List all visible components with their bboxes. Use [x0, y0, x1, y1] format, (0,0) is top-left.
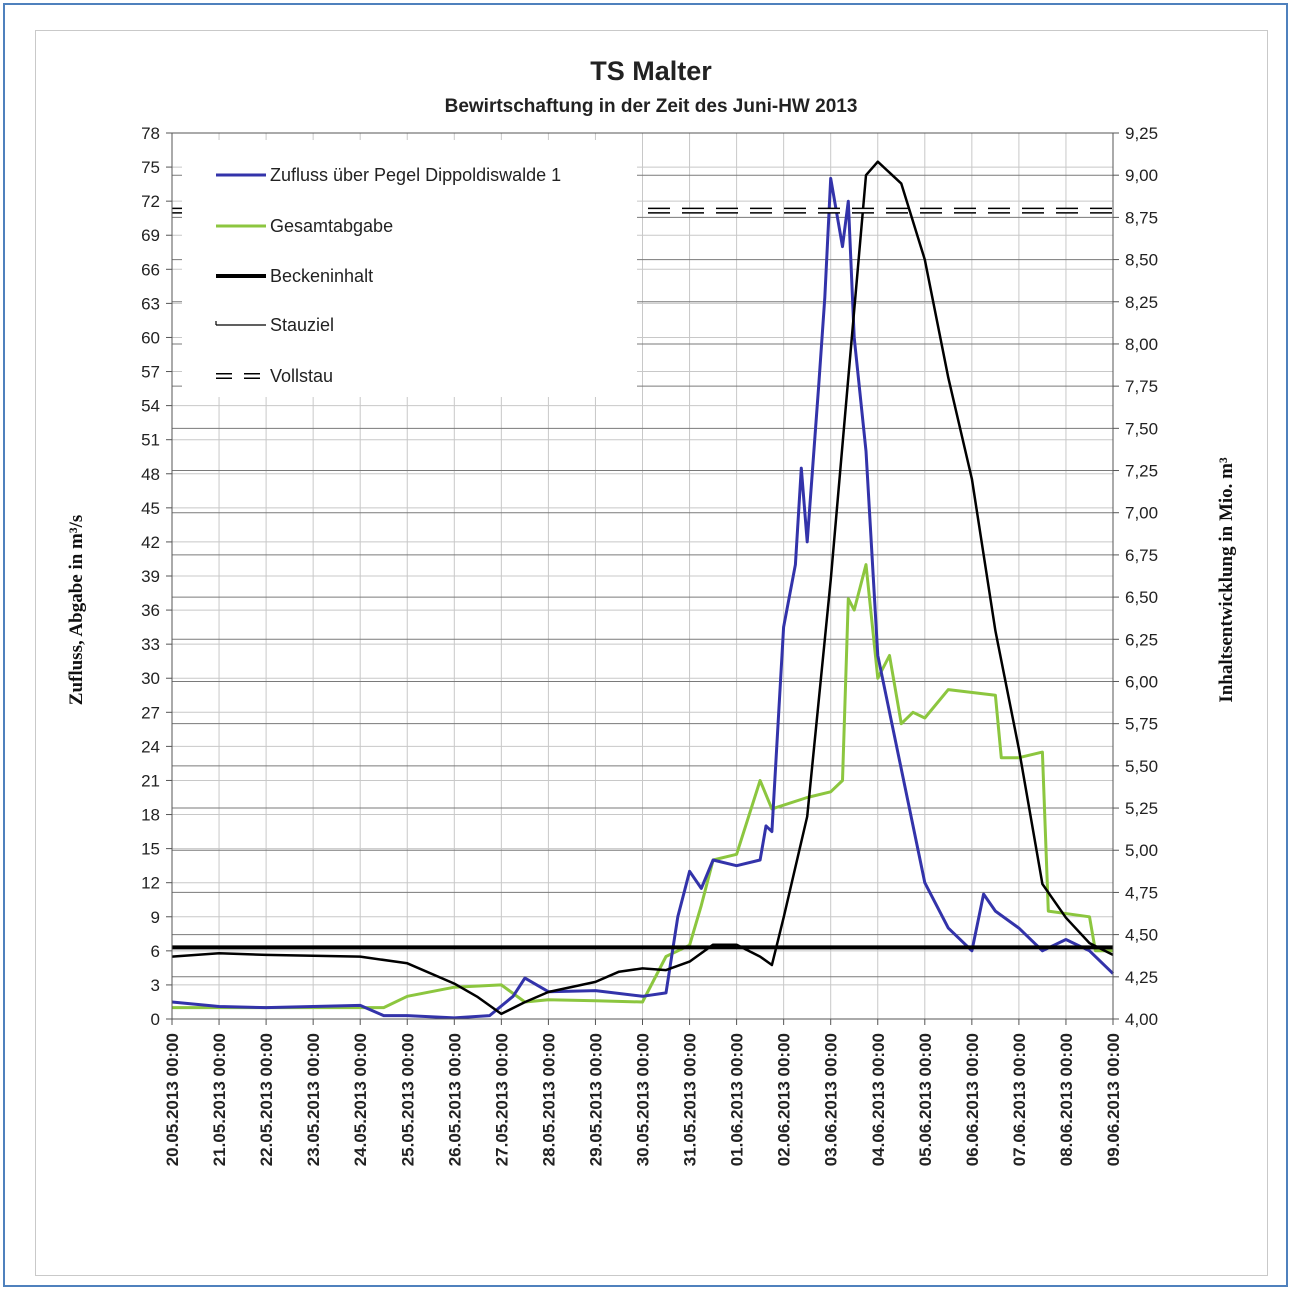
y-right-tick-label: 4,75	[1125, 883, 1158, 902]
y-left-tick-label: 21	[141, 771, 160, 790]
x-tick-label: 25.05.2013 00:00	[398, 1033, 417, 1166]
right-axis-label: Inhaltsentwicklung in Mio. m³	[1216, 457, 1237, 703]
y-right-tick-label: 5,50	[1125, 757, 1158, 776]
y-left-tick-label: 57	[141, 363, 160, 382]
y-left-tick-label: 33	[141, 635, 160, 654]
y-left-tick-label: 51	[141, 431, 160, 450]
legend: Zufluss über Pegel Dippoldiswalde 1 Gesam…	[215, 165, 561, 386]
x-tick-label: 20.05.2013 00:00	[163, 1033, 182, 1166]
chart-area-border	[35, 30, 1268, 1276]
x-tick-label: 26.05.2013 00:00	[445, 1033, 464, 1166]
y-left-tick-label: 18	[141, 806, 160, 825]
x-tick-label: 06.06.2013 00:00	[963, 1033, 982, 1166]
y-left-tick-label: 15	[141, 840, 160, 859]
legend-background	[182, 140, 637, 397]
y-right-tick-label: 8,00	[1125, 335, 1158, 354]
y-left-tick-label: 48	[141, 465, 160, 484]
y-right-tick-label: 4,25	[1125, 968, 1158, 987]
chart-title: TS Malter	[590, 56, 712, 86]
y-left-tick-label: 54	[141, 397, 160, 416]
y-right-tick-label: 5,25	[1125, 799, 1158, 818]
x-tick-label: 29.05.2013 00:00	[586, 1033, 605, 1166]
x-tick-label: 05.06.2013 00:00	[916, 1033, 935, 1166]
x-axis-ticks: 20.05.2013 00:00 21.05.2013 00:00 22.05.20…	[163, 1019, 1123, 1166]
series-line-gesamtabgabe	[172, 563, 1113, 1010]
chart-subtitle: Bewirtschaftung in der Zeit des Juni-HW …	[445, 96, 858, 117]
y-left-tick-label: 78	[141, 124, 160, 143]
x-tick-label: 31.05.2013 00:00	[681, 1033, 700, 1166]
figure-frame	[3, 3, 1288, 1287]
y-right-tick-label: 8,50	[1125, 251, 1158, 270]
legend-label: Gesamtabgabe	[270, 216, 393, 236]
y-right-tick-label: 6,50	[1125, 588, 1158, 607]
left-axis-ticks: 0369121518212427303336394245485154576063…	[141, 124, 172, 1029]
legend-label: Beckeninhalt	[270, 266, 373, 286]
x-tick-label: 02.06.2013 00:00	[775, 1033, 794, 1166]
y-left-tick-label: 9	[151, 908, 160, 927]
x-tick-label: 04.06.2013 00:00	[869, 1033, 888, 1166]
y-right-tick-label: 4,00	[1125, 1010, 1158, 1029]
y-left-tick-label: 27	[141, 703, 160, 722]
y-right-tick-label: 8,25	[1125, 293, 1158, 312]
x-tick-label: 07.06.2013 00:00	[1010, 1033, 1029, 1166]
y-right-tick-label: 8,75	[1125, 208, 1158, 227]
y-left-tick-label: 3	[151, 976, 160, 995]
legend-label: Vollstau	[270, 366, 333, 386]
x-tick-label: 30.05.2013 00:00	[634, 1033, 653, 1166]
y-left-tick-label: 66	[141, 260, 160, 279]
y-left-tick-label: 75	[141, 158, 160, 177]
left-axis-label: Zufluss, Abgabe in m³/s	[66, 515, 87, 705]
legend-label: Zufluss über Pegel Dippoldiswalde 1	[270, 165, 561, 185]
y-left-tick-label: 30	[141, 669, 160, 688]
y-right-tick-label: 4,50	[1125, 926, 1158, 945]
y-left-tick-label: 39	[141, 567, 160, 586]
x-tick-label: 21.05.2013 00:00	[210, 1033, 229, 1166]
x-tick-label: 23.05.2013 00:00	[304, 1033, 323, 1166]
x-tick-label: 24.05.2013 00:00	[351, 1033, 370, 1166]
y-right-tick-label: 6,75	[1125, 546, 1158, 565]
y-right-tick-label: 9,00	[1125, 166, 1158, 185]
right-axis-ticks: 4,00 4,25 4,50 4,75 5,00 5,25 5,50 5,75 6,00 6,25…	[1113, 124, 1158, 1029]
legend-label: Stauziel	[270, 315, 334, 335]
y-right-tick-label: 7,00	[1125, 504, 1158, 523]
series-line-beckeninhalt	[171, 160, 1114, 1016]
y-right-tick-label: 7,75	[1125, 377, 1158, 396]
y-left-tick-label: 63	[141, 294, 160, 313]
y-right-tick-label: 6,00	[1125, 672, 1158, 691]
y-right-tick-label: 7,50	[1125, 419, 1158, 438]
x-tick-label: 28.05.2013 00:00	[539, 1033, 558, 1166]
y-left-tick-label: 36	[141, 601, 160, 620]
y-left-tick-label: 60	[141, 328, 160, 347]
y-right-tick-label: 6,25	[1125, 630, 1158, 649]
y-left-tick-label: 45	[141, 499, 160, 518]
y-left-tick-label: 6	[151, 942, 160, 961]
y-left-tick-label: 24	[141, 737, 160, 756]
x-tick-label: 22.05.2013 00:00	[257, 1033, 276, 1166]
x-tick-label: 01.06.2013 00:00	[728, 1033, 747, 1166]
series-line-zufluss	[171, 176, 1115, 1020]
y-right-tick-label: 5,00	[1125, 841, 1158, 860]
y-right-tick-label: 5,75	[1125, 715, 1158, 734]
y-right-tick-label: 7,25	[1125, 462, 1158, 481]
y-left-tick-label: 12	[141, 874, 160, 893]
x-tick-label: 08.06.2013 00:00	[1057, 1033, 1076, 1166]
x-tick-label: 03.06.2013 00:00	[822, 1033, 841, 1166]
y-left-tick-label: 42	[141, 533, 160, 552]
y-left-tick-label: 72	[141, 192, 160, 211]
y-left-tick-label: 0	[151, 1010, 160, 1029]
x-tick-label: 09.06.2013 00:00	[1104, 1033, 1123, 1166]
x-tick-label: 27.05.2013 00:00	[492, 1033, 511, 1166]
y-right-tick-label: 9,25	[1125, 124, 1158, 143]
y-left-tick-label: 69	[141, 226, 160, 245]
